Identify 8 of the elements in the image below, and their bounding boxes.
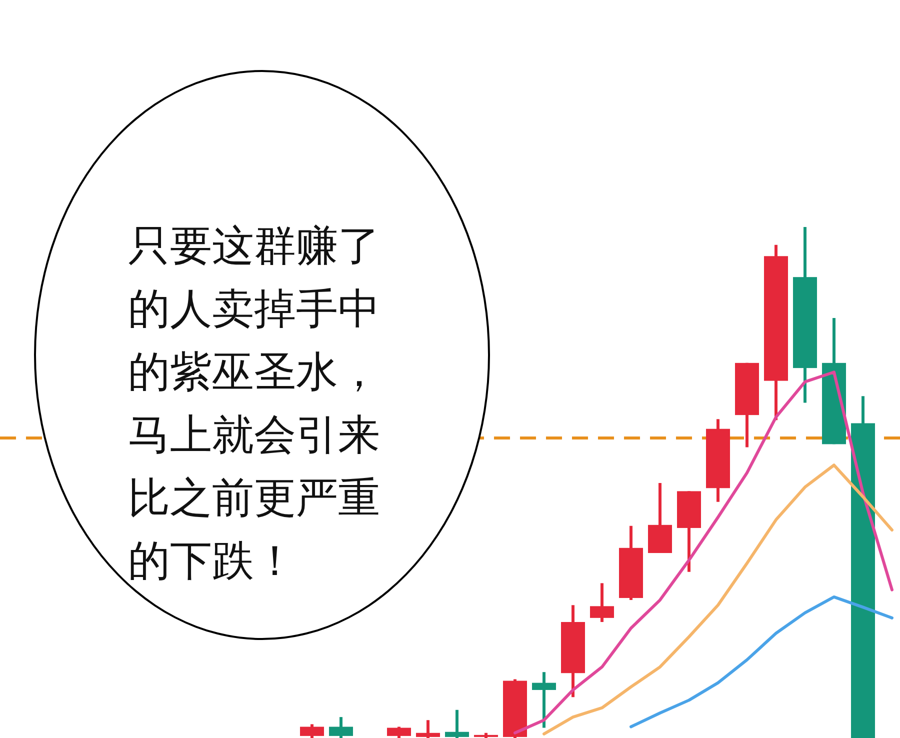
candlestick xyxy=(416,720,440,738)
candlestick xyxy=(532,672,556,728)
candlestick xyxy=(300,724,324,738)
candlestick xyxy=(590,583,614,622)
candlestick xyxy=(387,726,411,738)
annotation: 只要这群赚了的人卖掉手中的紫巫圣水，马上就会引来比之前更严重的下跌！ xyxy=(128,220,381,587)
candlestick xyxy=(329,717,353,738)
candlestick xyxy=(445,710,469,738)
